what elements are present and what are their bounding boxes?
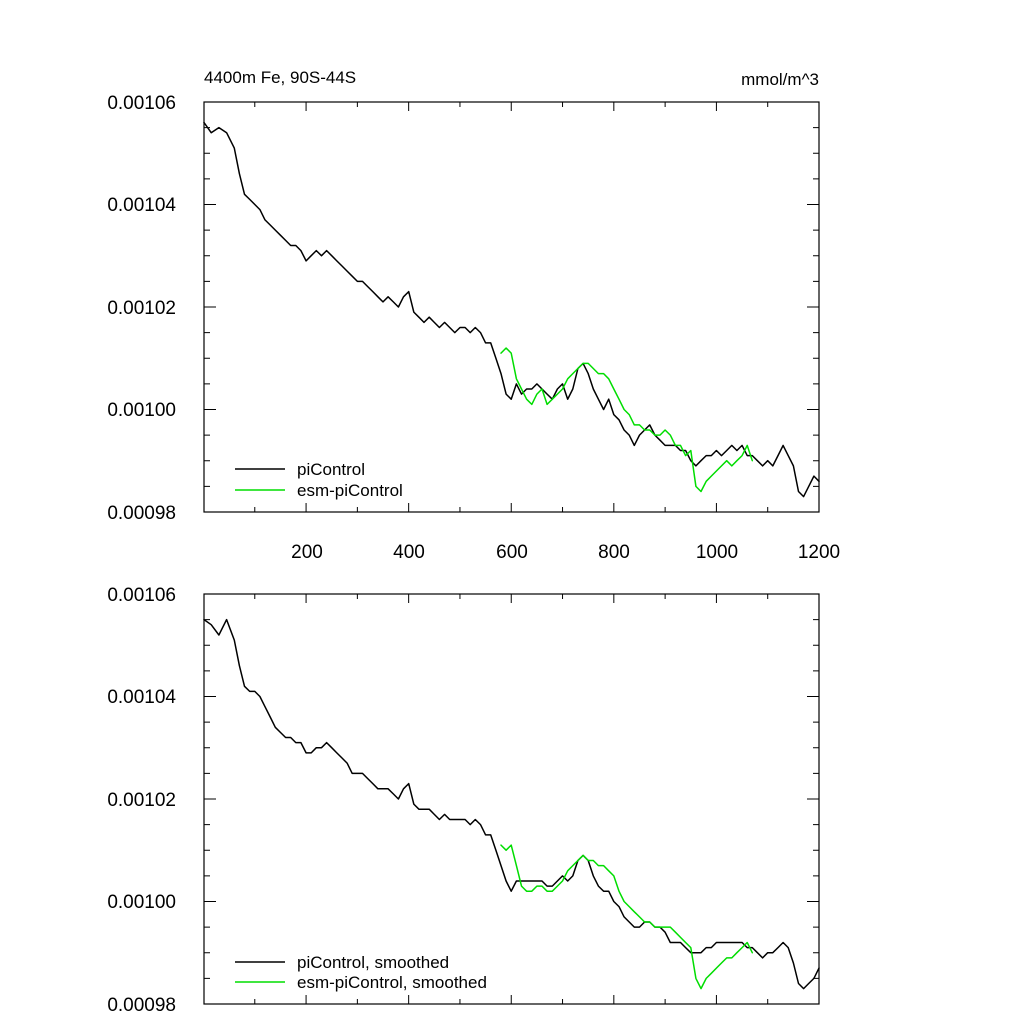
bottom-y-tick-label: 0.00104 <box>107 687 176 708</box>
bottom-series-line-esm-picontrol <box>500 844 754 990</box>
top-y-tick-label: 0.00098 <box>107 503 176 524</box>
top-legend-label: piControl <box>297 460 365 479</box>
top-series-line-esm-picontrol <box>500 347 754 493</box>
top-legend: piControl esm-piControl <box>235 460 403 500</box>
bottom-legend: piControl, smoothed esm-piControl, smoot… <box>235 953 487 992</box>
bottom-legend-label: piControl, smoothed <box>297 953 449 972</box>
top-title-left: 4400m Fe, 90S-44S <box>204 68 356 87</box>
top-y-tick-label: 0.00106 <box>107 93 176 114</box>
bottom-panel: 0.00106 0.00104 0.00102 0.00100 0.00098 … <box>107 585 820 1016</box>
top-y-tick-label: 0.00104 <box>107 195 176 216</box>
top-title-right: mmol/m^3 <box>741 70 819 89</box>
top-panel: 4400m Fe, 90S-44S mmol/m^3 0.00106 0.001… <box>107 68 840 563</box>
bottom-y-tick-label: 0.00100 <box>107 892 176 913</box>
top-x-tick-label: 200 <box>291 542 323 563</box>
top-x-tick-label: 600 <box>496 542 528 563</box>
bottom-y-tick-label: 0.00102 <box>107 790 176 811</box>
top-y-tick-label: 0.00102 <box>107 298 176 319</box>
top-x-tick-label: 1200 <box>798 542 840 563</box>
top-series-line-picontrol <box>203 121 820 498</box>
bottom-series-line-picontrol <box>203 618 820 990</box>
bottom-plot-frame <box>203 593 820 1005</box>
bottom-y-tick-label: 0.00098 <box>107 995 176 1016</box>
top-y-tick-label: 0.00100 <box>107 400 176 421</box>
top-x-tick-label: 800 <box>598 542 630 563</box>
top-plot-frame <box>203 101 820 513</box>
top-x-tick-label: 400 <box>393 542 425 563</box>
top-legend-label: esm-piControl <box>297 481 403 500</box>
bottom-legend-label: esm-piControl, smoothed <box>297 973 487 992</box>
bottom-y-tick-label: 0.00106 <box>107 585 176 606</box>
top-x-tick-label: 1000 <box>696 542 738 563</box>
bottom-series-group <box>203 618 820 990</box>
top-series-group <box>203 121 820 498</box>
